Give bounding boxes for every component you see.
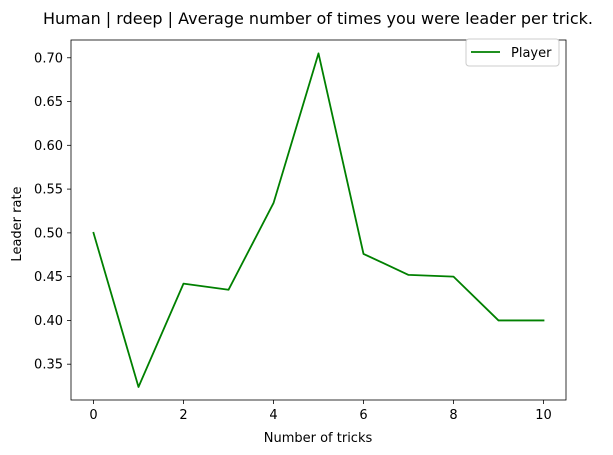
y-axis: 0.35 0.40 0.45 0.50 0.55 0.60 0.65 0.70 — [34, 51, 71, 373]
y-axis-label: Leader rate — [10, 186, 25, 261]
x-tick-label: 10 — [535, 408, 552, 423]
series-layer — [92, 52, 545, 388]
x-tick-label: 2 — [179, 408, 187, 423]
y-tick-label: 0.65 — [34, 95, 63, 110]
x-tick-label: 6 — [359, 408, 367, 423]
x-axis-label: Number of tricks — [264, 431, 373, 446]
legend-label-player: Player — [511, 46, 552, 61]
y-tick-label: 0.40 — [34, 314, 63, 329]
y-tick-label: 0.55 — [34, 183, 63, 198]
series-line-player — [92, 52, 545, 388]
y-tick-label: 0.50 — [34, 226, 63, 241]
x-tick-label: 4 — [269, 408, 277, 423]
y-tick-label: 0.70 — [34, 51, 63, 66]
y-tick-label: 0.60 — [34, 139, 63, 154]
x-axis: 0 2 4 6 8 10 — [89, 400, 552, 423]
x-tick-label: 8 — [449, 408, 457, 423]
y-tick-label: 0.35 — [34, 358, 63, 373]
axes-frame — [70, 39, 567, 401]
legend: Player — [465, 38, 560, 67]
x-tick-label: 0 — [89, 408, 97, 423]
chart-title: Human | rdeep | Average number of times … — [43, 9, 593, 28]
legend-box — [465, 38, 560, 67]
y-tick-label: 0.45 — [34, 270, 63, 285]
plot-area — [70, 39, 567, 401]
